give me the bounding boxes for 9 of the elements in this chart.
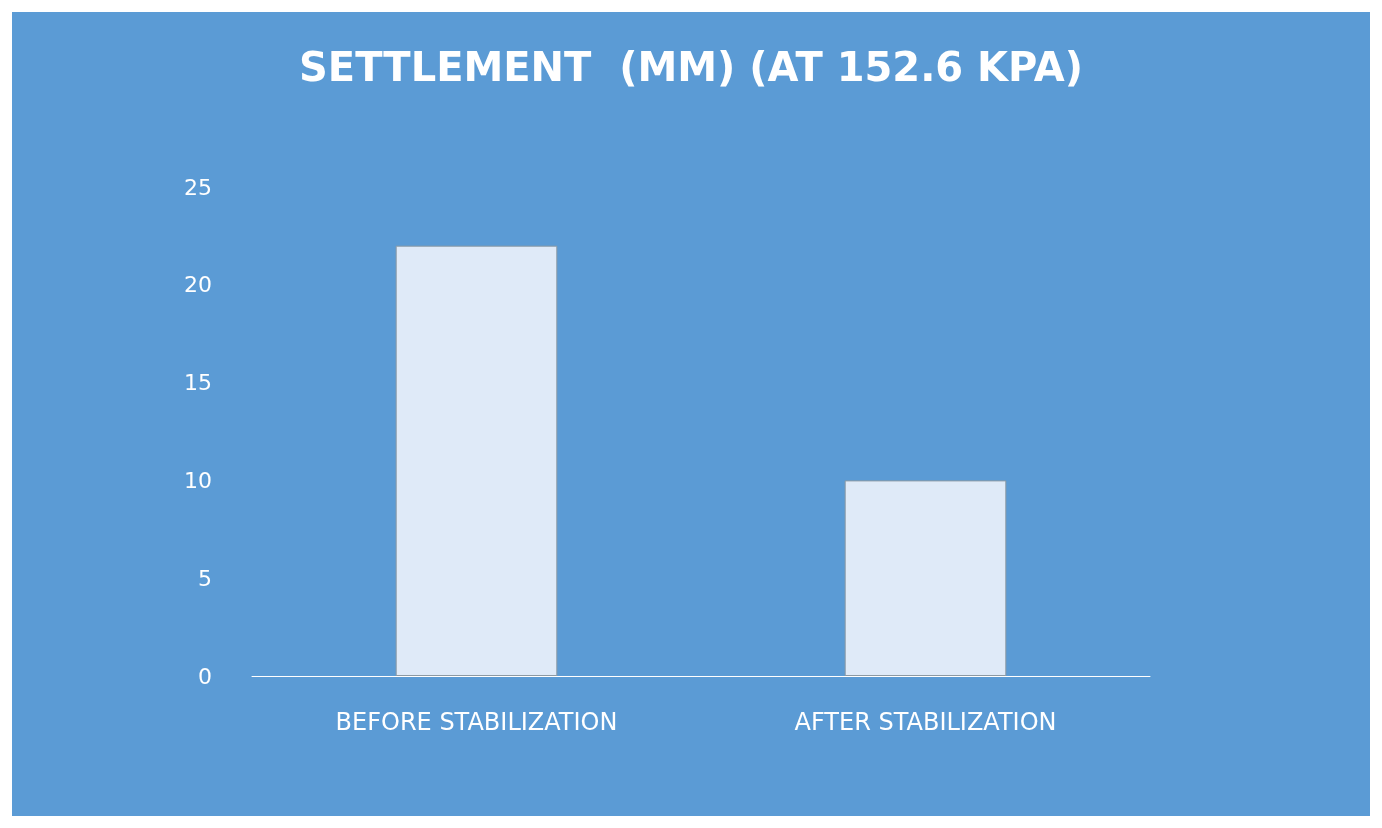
y-tick-label: 15 [184,370,212,396]
x-tick-label: AFTER STABILIZATION [794,708,1057,736]
y-tick-label: 0 [198,663,212,689]
y-tick-label: 5 [198,565,212,591]
x-tick-label: BEFORE STABILIZATION [335,708,618,736]
y-tick-label: 10 [184,467,212,493]
y-tick-label: 25 [184,174,212,200]
chart-title: SETTLEMENT (MM) (AT 152.6 KPA) [299,44,1083,90]
y-tick-label: 20 [184,272,212,298]
